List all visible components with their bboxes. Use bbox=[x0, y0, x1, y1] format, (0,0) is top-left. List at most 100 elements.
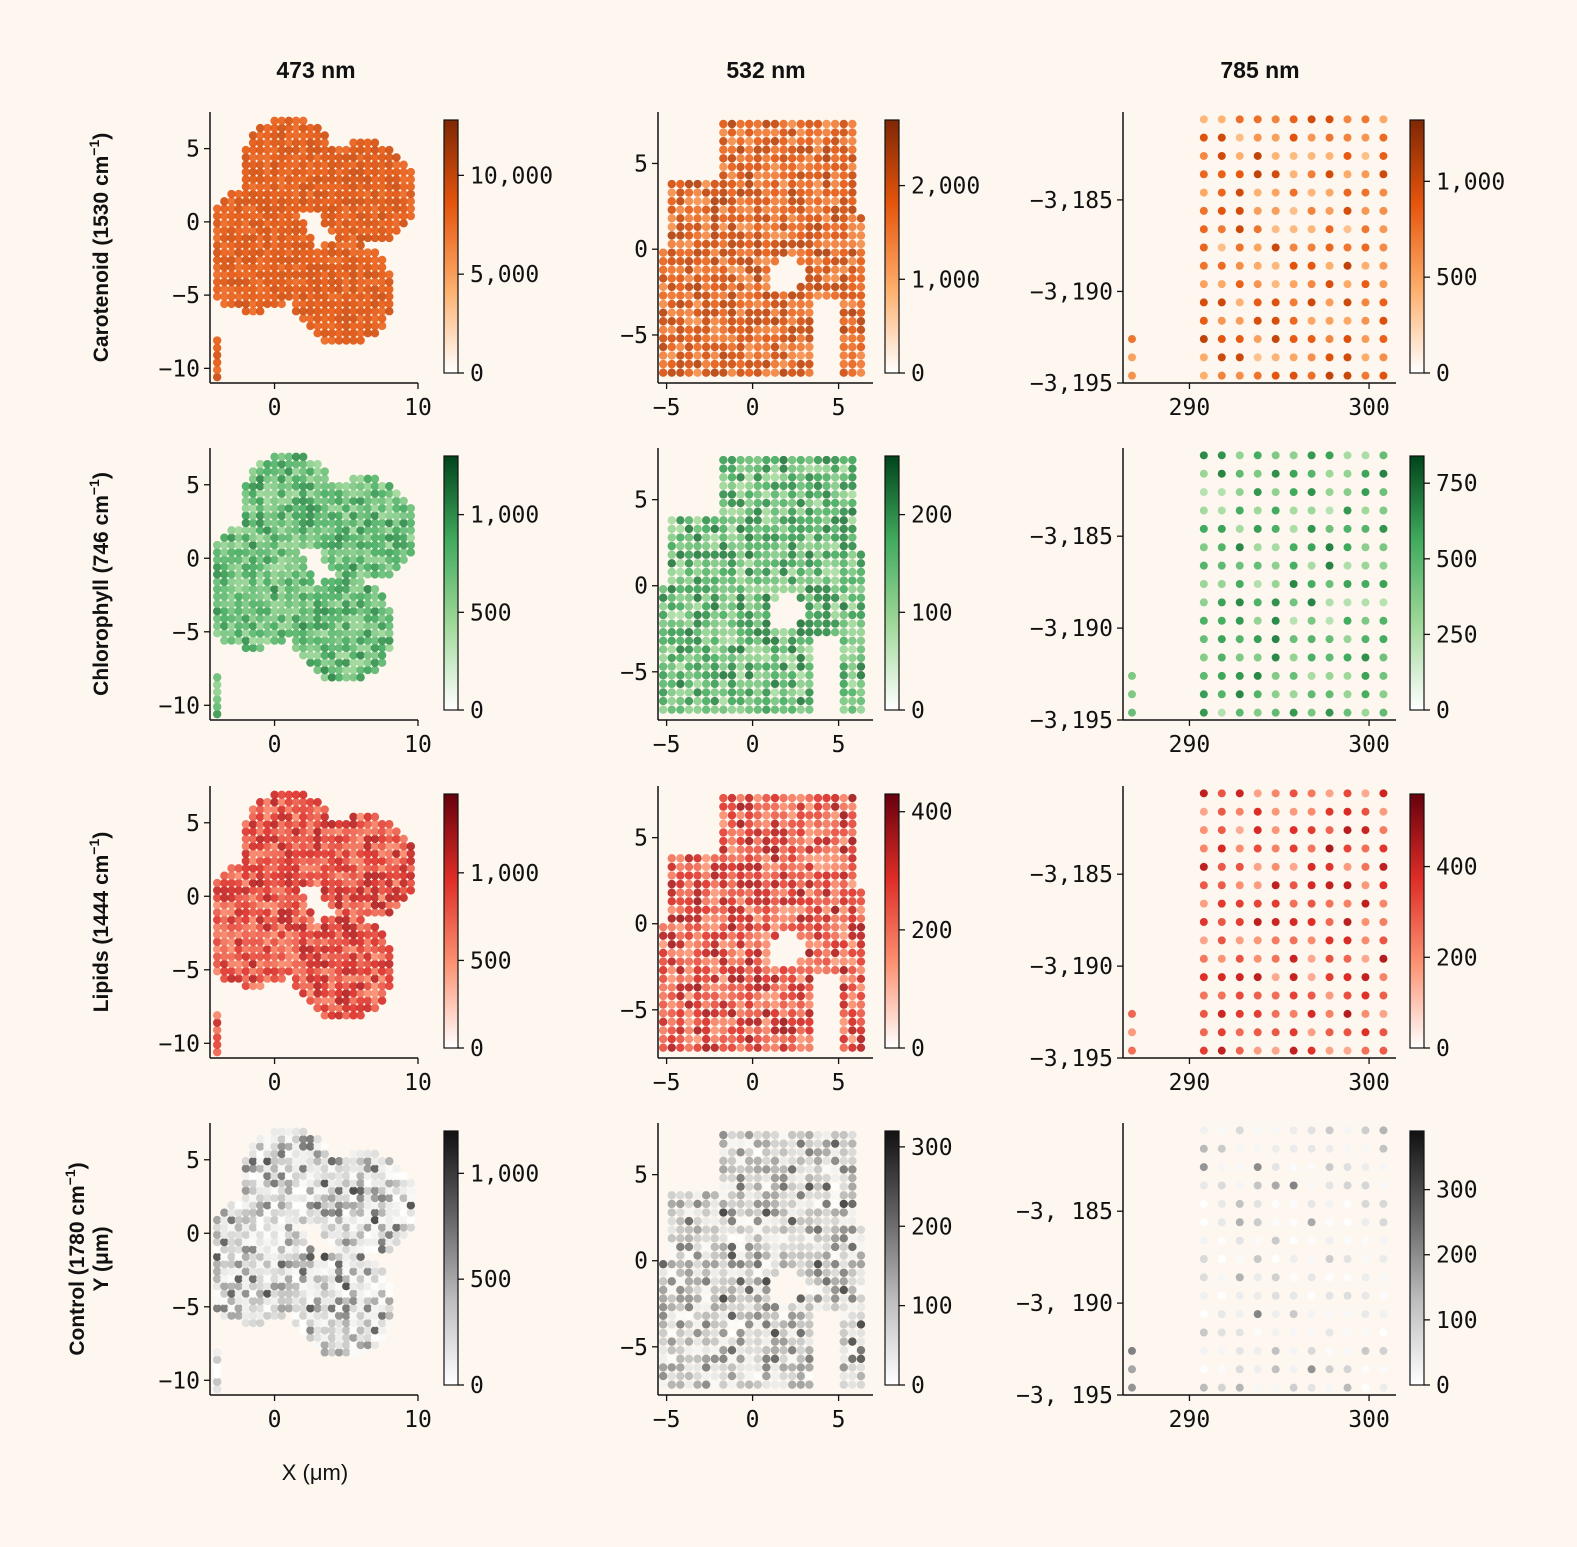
data-point bbox=[241, 1311, 251, 1320]
data-point bbox=[256, 584, 265, 594]
data-point bbox=[363, 922, 372, 932]
data-point bbox=[220, 629, 229, 638]
data-point bbox=[248, 270, 258, 279]
data-point bbox=[684, 957, 694, 966]
data-point bbox=[370, 922, 380, 932]
data-point bbox=[779, 1000, 788, 1009]
data-point bbox=[830, 966, 840, 975]
data-point bbox=[822, 524, 831, 534]
data-point bbox=[363, 1003, 372, 1013]
data-point bbox=[684, 222, 694, 232]
data-point bbox=[701, 671, 711, 680]
data-point bbox=[710, 265, 719, 274]
data-point bbox=[342, 673, 351, 682]
data-point bbox=[263, 219, 272, 228]
data-point bbox=[377, 504, 387, 513]
data-point bbox=[1289, 616, 1298, 625]
data-point bbox=[313, 584, 322, 594]
data-point bbox=[719, 481, 728, 491]
data-point bbox=[399, 175, 408, 184]
data-point bbox=[263, 292, 272, 301]
data-point bbox=[736, 325, 745, 335]
data-point bbox=[684, 679, 694, 689]
data-point bbox=[813, 171, 823, 180]
data-point bbox=[370, 1215, 380, 1225]
data-point bbox=[684, 671, 694, 680]
data-point bbox=[320, 175, 329, 184]
data-point bbox=[277, 577, 286, 586]
data-point bbox=[744, 888, 754, 897]
data-point bbox=[349, 1304, 358, 1313]
data-point bbox=[349, 1230, 358, 1239]
data-point bbox=[813, 490, 823, 499]
data-point bbox=[813, 136, 823, 146]
data-point bbox=[370, 952, 380, 961]
data-point bbox=[284, 452, 294, 462]
data-point bbox=[848, 299, 857, 309]
data-point bbox=[370, 849, 380, 858]
data-point bbox=[306, 518, 315, 528]
data-point bbox=[256, 226, 265, 235]
data-point bbox=[805, 871, 814, 880]
data-point bbox=[299, 226, 308, 235]
data-point bbox=[370, 812, 380, 822]
data-point bbox=[334, 540, 344, 550]
data-point bbox=[320, 511, 329, 520]
data-point bbox=[727, 317, 737, 326]
data-point bbox=[762, 334, 771, 343]
data-point bbox=[1379, 133, 1388, 142]
data-point bbox=[270, 1245, 279, 1254]
data-point bbox=[363, 812, 372, 822]
data-point bbox=[830, 559, 840, 568]
data-point bbox=[719, 162, 728, 172]
data-point bbox=[727, 802, 737, 811]
data-point bbox=[342, 562, 351, 572]
data-point bbox=[1271, 524, 1280, 533]
data-point bbox=[363, 570, 372, 579]
data-point bbox=[270, 211, 279, 221]
data-point bbox=[1289, 261, 1298, 270]
data-point bbox=[805, 498, 814, 508]
data-point bbox=[779, 231, 788, 240]
data-point bbox=[822, 222, 831, 232]
data-point bbox=[676, 705, 685, 714]
data-point bbox=[839, 222, 848, 232]
data-point bbox=[787, 334, 797, 343]
data-point bbox=[299, 922, 308, 932]
data-point bbox=[234, 1311, 243, 1320]
data-point bbox=[1325, 918, 1334, 926]
data-point bbox=[710, 905, 719, 915]
data-point bbox=[363, 974, 372, 983]
data-point bbox=[1217, 170, 1226, 179]
data-point bbox=[320, 1201, 329, 1210]
data-point bbox=[839, 619, 848, 628]
data-point bbox=[762, 705, 771, 714]
data-point bbox=[349, 328, 358, 338]
data-point bbox=[839, 299, 848, 309]
data-point bbox=[1343, 151, 1352, 160]
data-point bbox=[342, 1252, 351, 1261]
data-point bbox=[727, 257, 737, 266]
data-point bbox=[320, 842, 329, 851]
data-point bbox=[856, 325, 866, 335]
data-point bbox=[1361, 506, 1370, 515]
data-point bbox=[263, 1201, 272, 1210]
data-point bbox=[349, 248, 358, 257]
data-point bbox=[770, 862, 780, 872]
data-point bbox=[667, 248, 676, 257]
data-point bbox=[779, 802, 788, 811]
data-point bbox=[727, 171, 737, 180]
data-point bbox=[385, 160, 394, 169]
data-point bbox=[349, 1164, 358, 1173]
data-point bbox=[256, 1164, 265, 1173]
data-point bbox=[342, 328, 351, 338]
data-point bbox=[349, 1274, 358, 1284]
data-point bbox=[1289, 506, 1298, 515]
data-point bbox=[270, 900, 279, 910]
data-point bbox=[701, 222, 711, 232]
data-point bbox=[779, 653, 788, 663]
data-point bbox=[1343, 225, 1352, 234]
data-point bbox=[839, 274, 848, 283]
colorbar-tick-label: 0 bbox=[911, 698, 925, 724]
data-point bbox=[796, 696, 805, 706]
